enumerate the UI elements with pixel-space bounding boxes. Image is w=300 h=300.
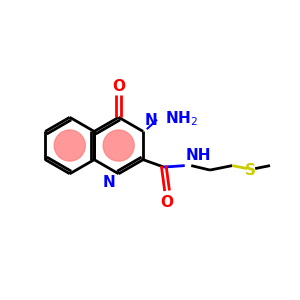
Text: NH: NH	[186, 148, 212, 163]
Circle shape	[103, 130, 134, 161]
Circle shape	[54, 130, 85, 161]
Text: O: O	[112, 79, 125, 94]
Text: O: O	[160, 195, 173, 210]
Text: S: S	[245, 163, 256, 178]
Text: N: N	[145, 113, 157, 128]
Text: NH$_2$: NH$_2$	[164, 110, 197, 128]
Text: N: N	[102, 175, 115, 190]
